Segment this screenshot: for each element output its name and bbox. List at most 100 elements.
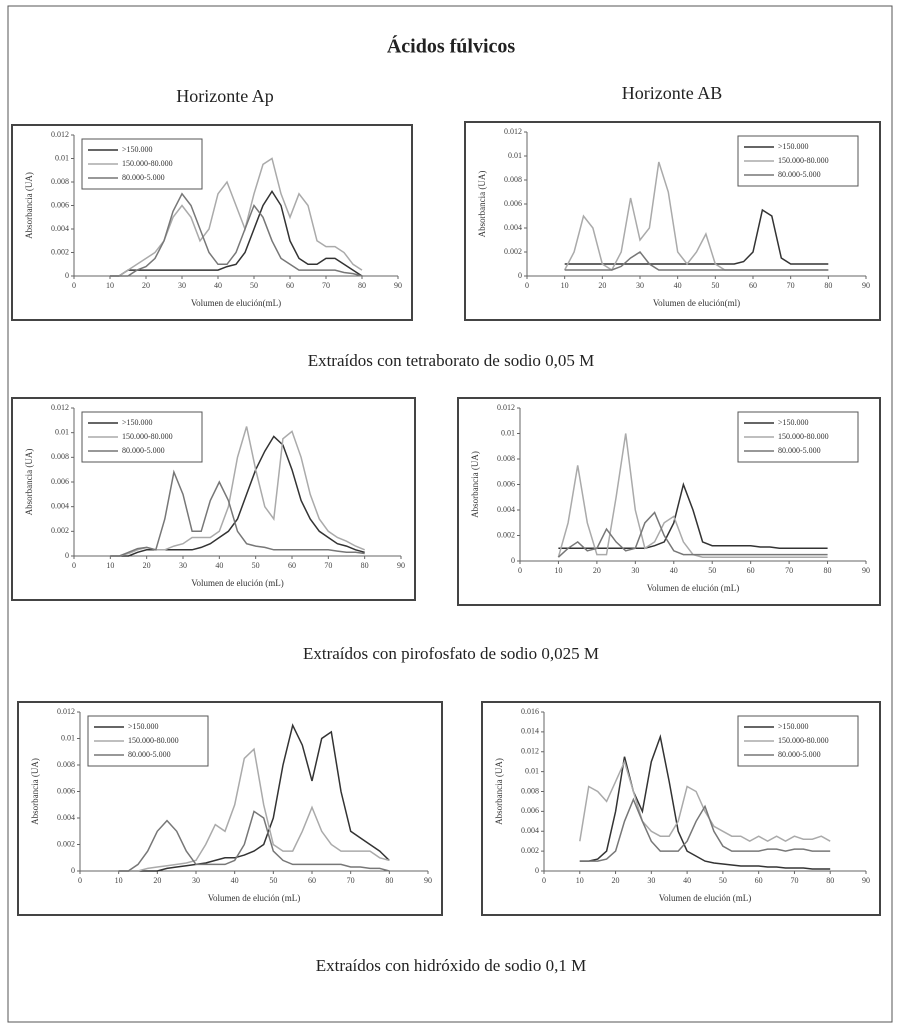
data-line	[564, 251, 829, 271]
y-tick-label: 0.002	[51, 526, 69, 535]
y-axis-label: Absorbancia (UA)	[24, 449, 34, 516]
data-line	[110, 192, 363, 277]
y-tick-label: 0.012	[497, 403, 515, 412]
x-tick-label: 90	[862, 566, 870, 575]
x-tick-label: 20	[153, 876, 161, 885]
x-tick-label: 90	[394, 281, 402, 290]
chart-panel: 0 0.002 0.004 0.006 0.008 0.01 0.012 0 10 20 30 40 5…	[17, 701, 443, 916]
x-tick-label: 70	[790, 876, 798, 885]
x-tick-label: 20	[598, 281, 606, 290]
y-tick-label: 0.004	[504, 223, 522, 232]
x-axis-label: Volumen de elución(mL)	[191, 298, 281, 308]
y-tick-label: 0.004	[57, 813, 75, 822]
y-tick-label: 0	[511, 556, 515, 565]
y-tick-label: 0.008	[51, 452, 69, 461]
figure-title: Ácidos fúlvicos	[387, 35, 516, 58]
chart-panel: 0 0.002 0.004 0.006 0.008 0.01 0.012 0 10 20 30 40 5…	[457, 397, 881, 606]
x-tick-label: 70	[347, 876, 355, 885]
legend-label: 80.000-5.000	[122, 173, 165, 182]
y-tick-label: 0.012	[504, 127, 522, 136]
x-tick-label: 80	[826, 876, 834, 885]
data-line	[118, 810, 390, 872]
y-tick-label: 0	[518, 271, 522, 280]
x-tick-label: 50	[250, 281, 258, 290]
x-tick-label: 60	[288, 561, 296, 570]
x-tick-label: 30	[636, 281, 644, 290]
data-line	[110, 157, 363, 277]
data-line	[558, 481, 828, 550]
x-tick-label: 30	[178, 281, 186, 290]
legend-label: 80.000-5.000	[778, 750, 821, 759]
x-tick-label: 70	[785, 566, 793, 575]
y-tick-label: 0.012	[51, 130, 69, 139]
legend-label: 80.000-5.000	[778, 446, 821, 455]
y-tick-label: 0.016	[521, 707, 539, 716]
data-line	[110, 190, 363, 277]
x-tick-label: 90	[424, 876, 432, 885]
chart-panel: 0 0.002 0.004 0.006 0.008 0.01 0.012 0 10 20 30 40 5…	[464, 121, 881, 321]
x-tick-label: 90	[862, 281, 870, 290]
x-tick-label: 50	[719, 876, 727, 885]
y-axis-label: Absorbancia (UA)	[30, 758, 40, 825]
data-line	[564, 208, 829, 265]
x-tick-label: 30	[647, 876, 655, 885]
x-tick-label: 60	[286, 281, 294, 290]
x-tick-label: 20	[142, 281, 150, 290]
y-axis-label: Absorbancia (UA)	[470, 451, 480, 518]
y-axis-label: Absorbancia (UA)	[494, 758, 504, 825]
x-axis-label: Volumen de elución (mL)	[191, 578, 284, 588]
y-tick-label: 0	[65, 271, 69, 280]
y-tick-label: 0.01	[55, 153, 69, 162]
panel-frame	[11, 397, 416, 601]
y-tick-label: 0.004	[497, 505, 515, 514]
x-tick-label: 30	[192, 876, 200, 885]
y-tick-label: 0	[535, 866, 539, 875]
x-tick-label: 40	[214, 281, 222, 290]
x-tick-label: 20	[593, 566, 601, 575]
y-tick-label: 0.014	[521, 727, 539, 736]
y-tick-label: 0.012	[57, 707, 75, 716]
legend-label: >150.000	[122, 418, 153, 427]
x-tick-label: 40	[231, 876, 239, 885]
x-tick-label: 0	[78, 876, 82, 885]
x-tick-label: 40	[215, 561, 223, 570]
legend-label: 150.000-80.000	[128, 736, 179, 745]
y-tick-label: 0.002	[57, 839, 75, 848]
x-tick-label: 50	[711, 281, 719, 290]
x-tick-label: 70	[324, 561, 332, 570]
x-axis-label: Volumen de elución (mL)	[659, 893, 752, 903]
y-tick-label: 0.012	[51, 403, 69, 412]
x-axis-label: Volumen de elución (mL)	[647, 583, 740, 593]
x-tick-label: 50	[269, 876, 277, 885]
y-tick-label: 0.008	[504, 175, 522, 184]
y-tick-label: 0.006	[497, 479, 515, 488]
x-axis-label: Volumen de elución(ml)	[653, 298, 740, 308]
legend-label: 80.000-5.000	[778, 170, 821, 179]
x-tick-label: 10	[106, 561, 114, 570]
x-tick-label: 10	[561, 281, 569, 290]
x-tick-label: 10	[576, 876, 584, 885]
legend-label: 150.000-80.000	[122, 159, 173, 168]
legend-label: 80.000-5.000	[128, 750, 171, 759]
y-tick-label: 0.006	[57, 786, 75, 795]
data-line	[579, 734, 831, 870]
chart-panel: 0 0.002 0.004 0.006 0.008 0.01 0.012 0 10 20 30 40 5…	[11, 397, 416, 601]
caption: Extraídos con tetraborato de sodio 0,05 …	[308, 351, 595, 370]
y-tick-label: 0.008	[497, 454, 515, 463]
data-line	[110, 469, 365, 557]
x-tick-label: 80	[358, 281, 366, 290]
y-tick-label: 0.004	[521, 826, 539, 835]
y-tick-label: 0.01	[525, 766, 539, 775]
x-tick-label: 30	[179, 561, 187, 570]
x-tick-label: 70	[787, 281, 795, 290]
caption: Extraídos con pirofosfato de sodio 0,025…	[303, 644, 599, 663]
legend-label: 150.000-80.000	[122, 432, 173, 441]
x-tick-label: 50	[252, 561, 260, 570]
y-axis-label: Absorbancia (UA)	[477, 171, 487, 238]
x-tick-label: 30	[631, 566, 639, 575]
x-tick-label: 40	[670, 566, 678, 575]
x-tick-label: 0	[525, 281, 529, 290]
legend-label: 150.000-80.000	[778, 156, 829, 165]
